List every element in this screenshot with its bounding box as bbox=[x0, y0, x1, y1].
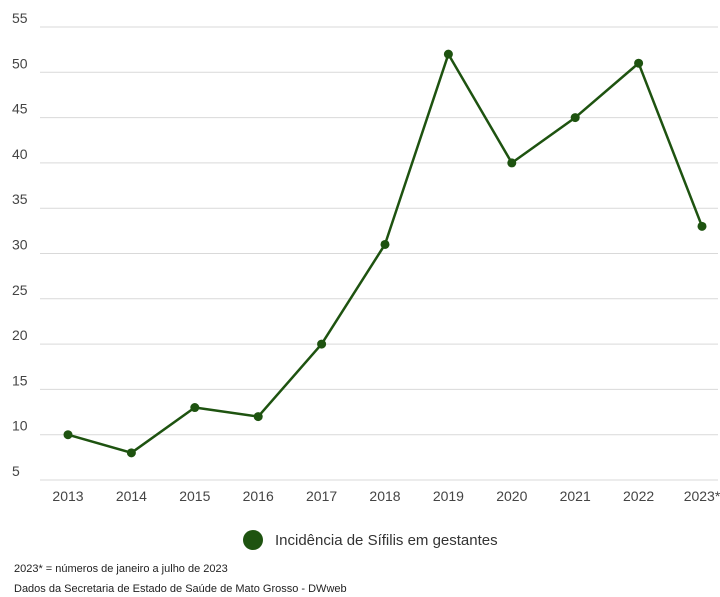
x-tick-label: 2015 bbox=[179, 488, 210, 504]
x-tick-label: 2016 bbox=[243, 488, 274, 504]
y-tick-label: 5 bbox=[12, 463, 20, 479]
x-tick-label: 2022 bbox=[623, 488, 654, 504]
y-tick-label: 10 bbox=[12, 418, 28, 434]
footnote: 2023* = números de janeiro a julho de 20… bbox=[14, 563, 228, 575]
x-tick-label: 2020 bbox=[496, 488, 527, 504]
y-axis-ticks: 5 10 15 20 25 30 35 40 45 50 55 bbox=[12, 10, 28, 479]
data-points bbox=[63, 49, 707, 458]
x-tick-label: 2023* bbox=[684, 488, 720, 504]
data-point bbox=[317, 339, 327, 349]
x-tick-label: 2014 bbox=[116, 488, 147, 504]
legend-label: Incidência de Sífilis em gestantes bbox=[275, 531, 498, 549]
y-tick-label: 15 bbox=[12, 372, 28, 388]
legend-marker-icon bbox=[243, 530, 263, 550]
source-note: Dados da Secretaria de Estado de Saúde d… bbox=[14, 583, 347, 595]
data-point bbox=[253, 412, 263, 422]
y-tick-label: 40 bbox=[12, 146, 28, 162]
x-tick-label: 2013 bbox=[52, 488, 83, 504]
legend: Incidência de Sífilis em gestantes bbox=[243, 530, 498, 550]
data-point bbox=[443, 49, 453, 59]
data-point bbox=[126, 448, 136, 458]
x-tick-label: 2018 bbox=[369, 488, 400, 504]
x-tick-label: 2021 bbox=[560, 488, 591, 504]
data-point bbox=[570, 113, 580, 123]
y-tick-label: 20 bbox=[12, 327, 28, 343]
x-tick-label: 2019 bbox=[433, 488, 464, 504]
data-point bbox=[634, 58, 644, 68]
y-tick-label: 25 bbox=[12, 282, 28, 298]
x-tick-label: 2017 bbox=[306, 488, 337, 504]
data-point bbox=[190, 403, 200, 413]
y-tick-label: 55 bbox=[12, 10, 28, 26]
data-point bbox=[63, 430, 73, 440]
data-point bbox=[507, 158, 517, 168]
y-tick-label: 45 bbox=[12, 101, 28, 117]
data-point bbox=[697, 221, 707, 231]
y-tick-label: 30 bbox=[12, 237, 28, 253]
y-tick-label: 50 bbox=[12, 55, 28, 71]
data-point bbox=[380, 239, 390, 249]
y-tick-label: 35 bbox=[12, 191, 28, 207]
x-axis-ticks: 2013 2014 2015 2016 2017 2018 2019 2020 2021 2022… bbox=[52, 488, 720, 504]
